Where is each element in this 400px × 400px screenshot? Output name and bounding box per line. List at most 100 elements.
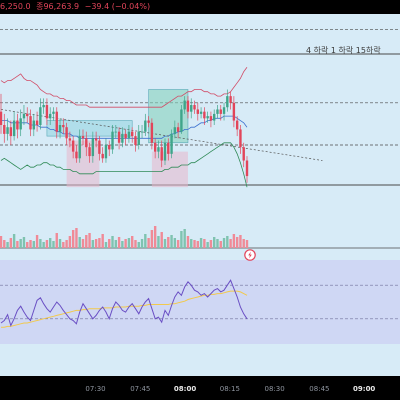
candle-body: [62, 125, 65, 128]
candle-body: [81, 136, 85, 139]
volume-bar: [39, 239, 42, 248]
volume-bar: [71, 230, 75, 248]
candle-body: [0, 111, 3, 125]
candle-body: [78, 136, 81, 159]
candle-body: [117, 131, 121, 143]
candle-body: [55, 111, 58, 132]
time-tick-label: 07:45: [130, 385, 151, 393]
volume-bar: [173, 238, 177, 248]
lightning-alert-icon[interactable]: [244, 246, 256, 261]
candle-body: [245, 160, 249, 177]
volume-bar: [163, 239, 167, 248]
volume-bar: [3, 240, 6, 248]
candle-body: [104, 144, 108, 159]
volume-bar: [235, 237, 239, 248]
candle-body: [29, 116, 32, 130]
candle-body: [193, 105, 196, 110]
candle-body: [239, 129, 242, 148]
volume-bar: [183, 229, 186, 248]
candle-body: [26, 113, 29, 117]
candle-body: [222, 107, 226, 114]
candle-body: [35, 120, 39, 125]
volume-bar: [12, 234, 16, 248]
candle-body: [183, 100, 186, 110]
volume-bar: [219, 241, 222, 248]
candle-body: [206, 116, 209, 119]
volume-bar: [229, 239, 232, 248]
candle-body: [58, 125, 62, 132]
candle-body: [150, 122, 154, 143]
volume-bar: [16, 241, 19, 248]
volume-bar: [193, 240, 196, 248]
volume-bar: [157, 236, 160, 248]
volume-bar: [213, 237, 216, 248]
volume-bar: [186, 236, 190, 248]
candle-body: [114, 131, 117, 133]
volume-bar: [199, 238, 203, 248]
volume-bar: [147, 238, 150, 248]
candle-body: [65, 127, 68, 139]
volume-bar: [22, 237, 26, 248]
candle-body: [242, 147, 245, 161]
time-tick-label: 07:30: [85, 385, 106, 393]
candle-body: [108, 144, 111, 150]
price-header: 6,250.0 종96,263.9 −39.4 (−0.04%): [0, 1, 153, 12]
volume-bar: [124, 239, 127, 248]
volume-bar: [62, 242, 65, 248]
time-tick-label: 08:15: [219, 385, 240, 393]
time-tick-label: 09:00: [353, 385, 376, 393]
timeframe-trend-label: 4 하락 1 하락 15하락: [306, 46, 381, 55]
volume-bar: [0, 236, 3, 248]
volume-bar: [88, 233, 91, 248]
volume-bar: [176, 240, 180, 248]
volume-bar: [226, 236, 229, 248]
chart-canvas[interactable]: [0, 14, 400, 376]
volume-bar: [127, 238, 131, 248]
candle-body: [124, 133, 127, 139]
candle-body: [232, 102, 236, 121]
candle-body: [32, 120, 35, 130]
volume-bar: [196, 241, 199, 248]
volume-bar: [9, 238, 13, 248]
candle-body: [71, 140, 75, 152]
volume-bar: [91, 240, 95, 248]
time-axis: 07:30 07:45 08:00 08:15 08:30 08:45 09:00: [0, 376, 400, 400]
volume-bar: [75, 228, 78, 248]
volume-bar: [117, 237, 121, 248]
volume-bar: [137, 242, 140, 248]
time-tick-label: 08:30: [264, 385, 285, 393]
volume-bar: [170, 235, 173, 248]
candle-body: [219, 109, 222, 114]
volume-bar: [45, 240, 49, 248]
candle-body: [121, 133, 124, 143]
volume-bar: [49, 238, 52, 248]
chart-panel[interactable]: 4 하락 1 하락 15하락: [0, 14, 400, 376]
volume-bar: [81, 239, 85, 248]
candle-body: [98, 140, 101, 154]
candle-body: [111, 131, 114, 150]
volume-bar: [134, 240, 137, 248]
demand-zone: [66, 140, 100, 188]
volume-bar: [160, 232, 163, 248]
candle-body: [134, 136, 137, 145]
volume-bar: [222, 238, 226, 248]
volume-bar: [203, 239, 206, 248]
volume-bar: [19, 239, 22, 248]
volume-bar: [131, 236, 134, 248]
volume-bar: [232, 234, 236, 248]
candle-body: [144, 120, 147, 132]
candle-body: [9, 127, 13, 137]
volume-bar: [68, 236, 72, 248]
candle-body: [16, 120, 19, 130]
candle-body: [163, 142, 167, 161]
candle-body: [45, 105, 49, 119]
candle-body: [101, 153, 104, 159]
open-price-value: 6,250.0: [0, 2, 31, 11]
volume-bar: [94, 239, 98, 248]
oscillator-main-line: [0, 279, 248, 327]
candle-body: [127, 131, 131, 139]
candle-body: [3, 125, 6, 134]
candle-body: [12, 120, 16, 137]
volume-bar: [150, 230, 154, 248]
candle-body: [22, 113, 26, 119]
